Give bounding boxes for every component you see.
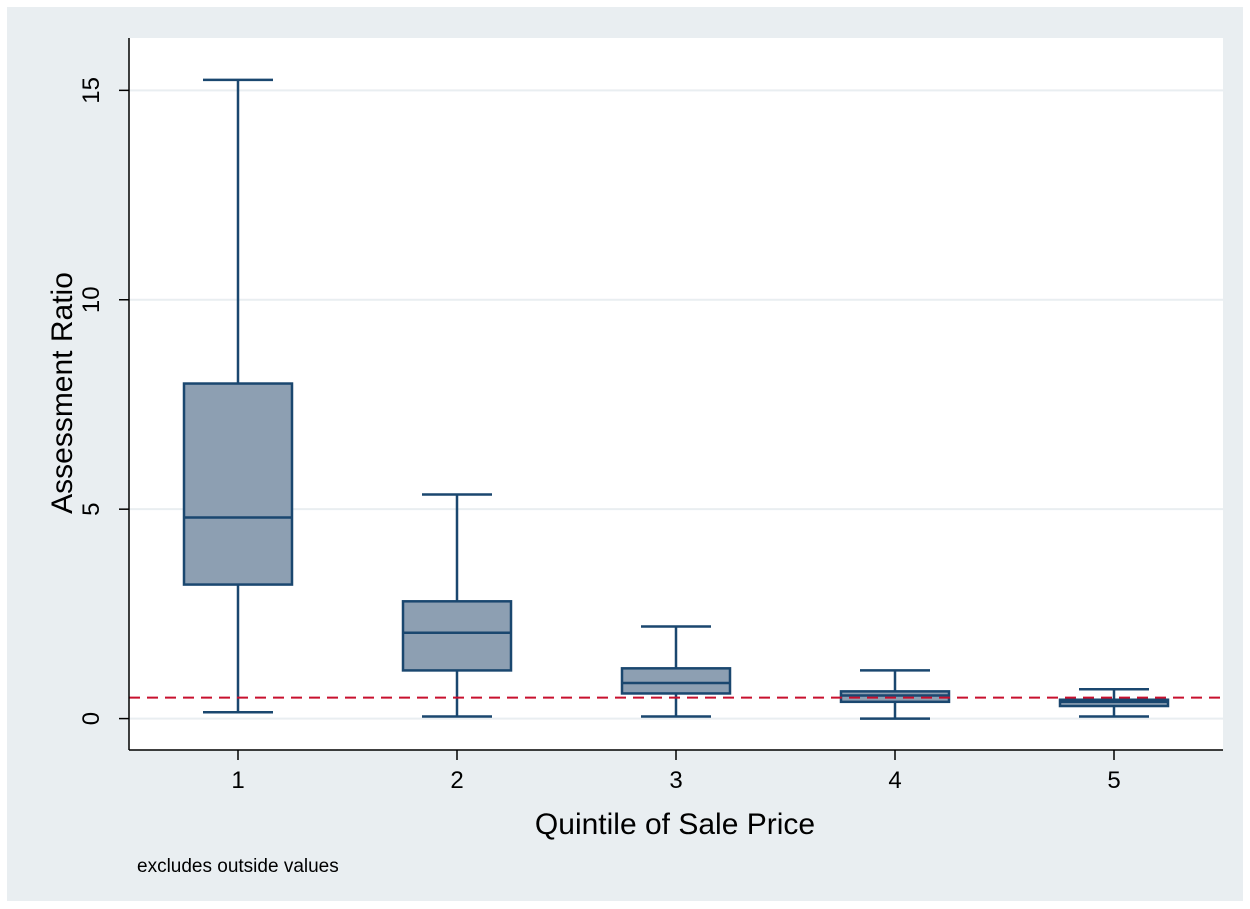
chart-note: excludes outside values xyxy=(137,856,339,877)
boxes xyxy=(182,78,1170,720)
box-4 xyxy=(839,669,951,720)
box-iqr-1 xyxy=(182,382,294,586)
box-1 xyxy=(182,78,294,714)
y-tick-label-5: 5 xyxy=(78,502,105,515)
box-2 xyxy=(401,493,513,718)
y-tick-label-15: 15 xyxy=(78,77,105,104)
x-tick-label-5: 5 xyxy=(1107,767,1120,794)
box-3 xyxy=(620,625,732,718)
x-axis-title: Quintile of Sale Price xyxy=(535,808,815,841)
y-tick-label-10: 10 xyxy=(78,286,105,313)
grid-lines xyxy=(129,89,1223,720)
box-iqr-2 xyxy=(401,600,513,672)
axes: 0 5 10 15 1 2 3 4 5 xyxy=(78,38,1223,794)
y-axis-title: Assessment Ratio xyxy=(46,272,79,514)
box-5 xyxy=(1058,688,1170,718)
box-iqr-3 xyxy=(620,667,732,695)
x-tick-label-2: 2 xyxy=(450,767,463,794)
y-tick-label-0: 0 xyxy=(78,712,105,725)
x-tick-label-4: 4 xyxy=(888,767,901,794)
x-tick-label-3: 3 xyxy=(669,767,682,794)
x-tick-label-1: 1 xyxy=(231,767,244,794)
